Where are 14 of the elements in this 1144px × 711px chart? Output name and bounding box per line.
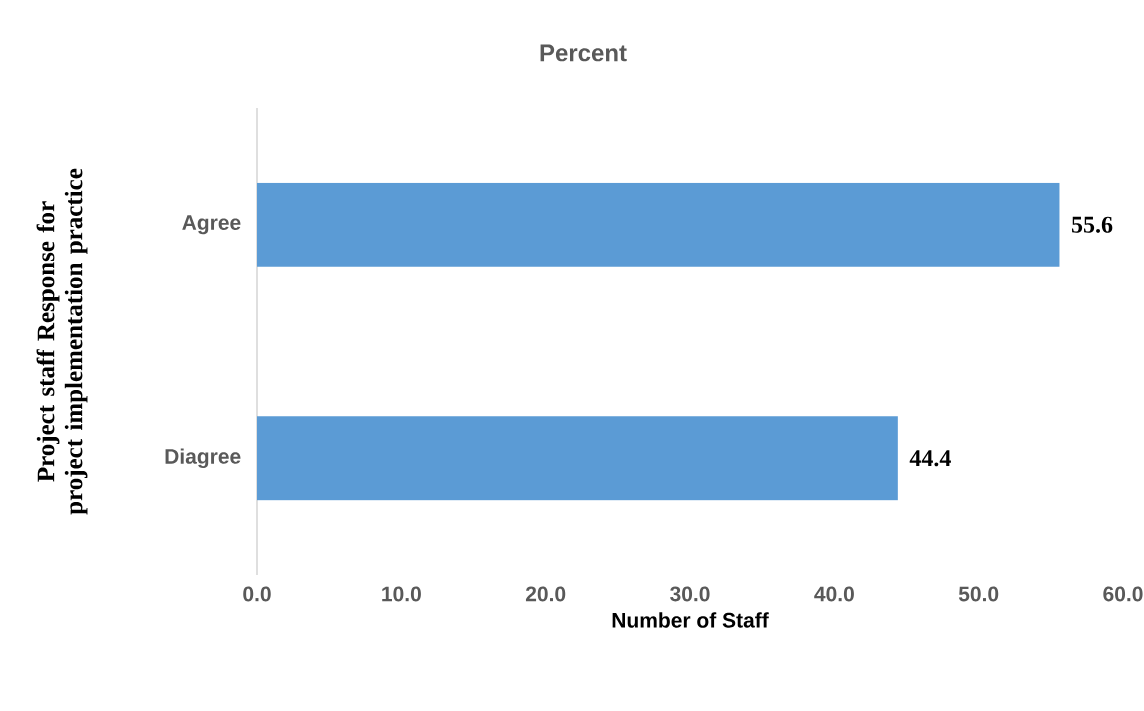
x-tick-label: 20.0 xyxy=(525,586,566,602)
chart-title: Percent xyxy=(540,44,627,62)
data-label: 55.6 xyxy=(1071,216,1113,233)
x-axis-title: Number of Staff xyxy=(612,612,769,628)
x-tick-label: 50.0 xyxy=(958,586,999,602)
y-axis-title: Project staff Response for project implementation practice xyxy=(36,168,88,515)
x-tick-label: 0.0 xyxy=(243,586,271,602)
x-tick-label: 10.0 xyxy=(382,586,421,602)
x-tick-label: 30.0 xyxy=(670,586,710,602)
x-tick-label: 40.0 xyxy=(814,586,854,602)
data-label: 44.4 xyxy=(909,450,951,467)
y-tick-label: Diagree xyxy=(165,448,241,469)
y-tick-label: Agree xyxy=(182,215,241,235)
x-tick-label: 60.0 xyxy=(1103,586,1143,602)
